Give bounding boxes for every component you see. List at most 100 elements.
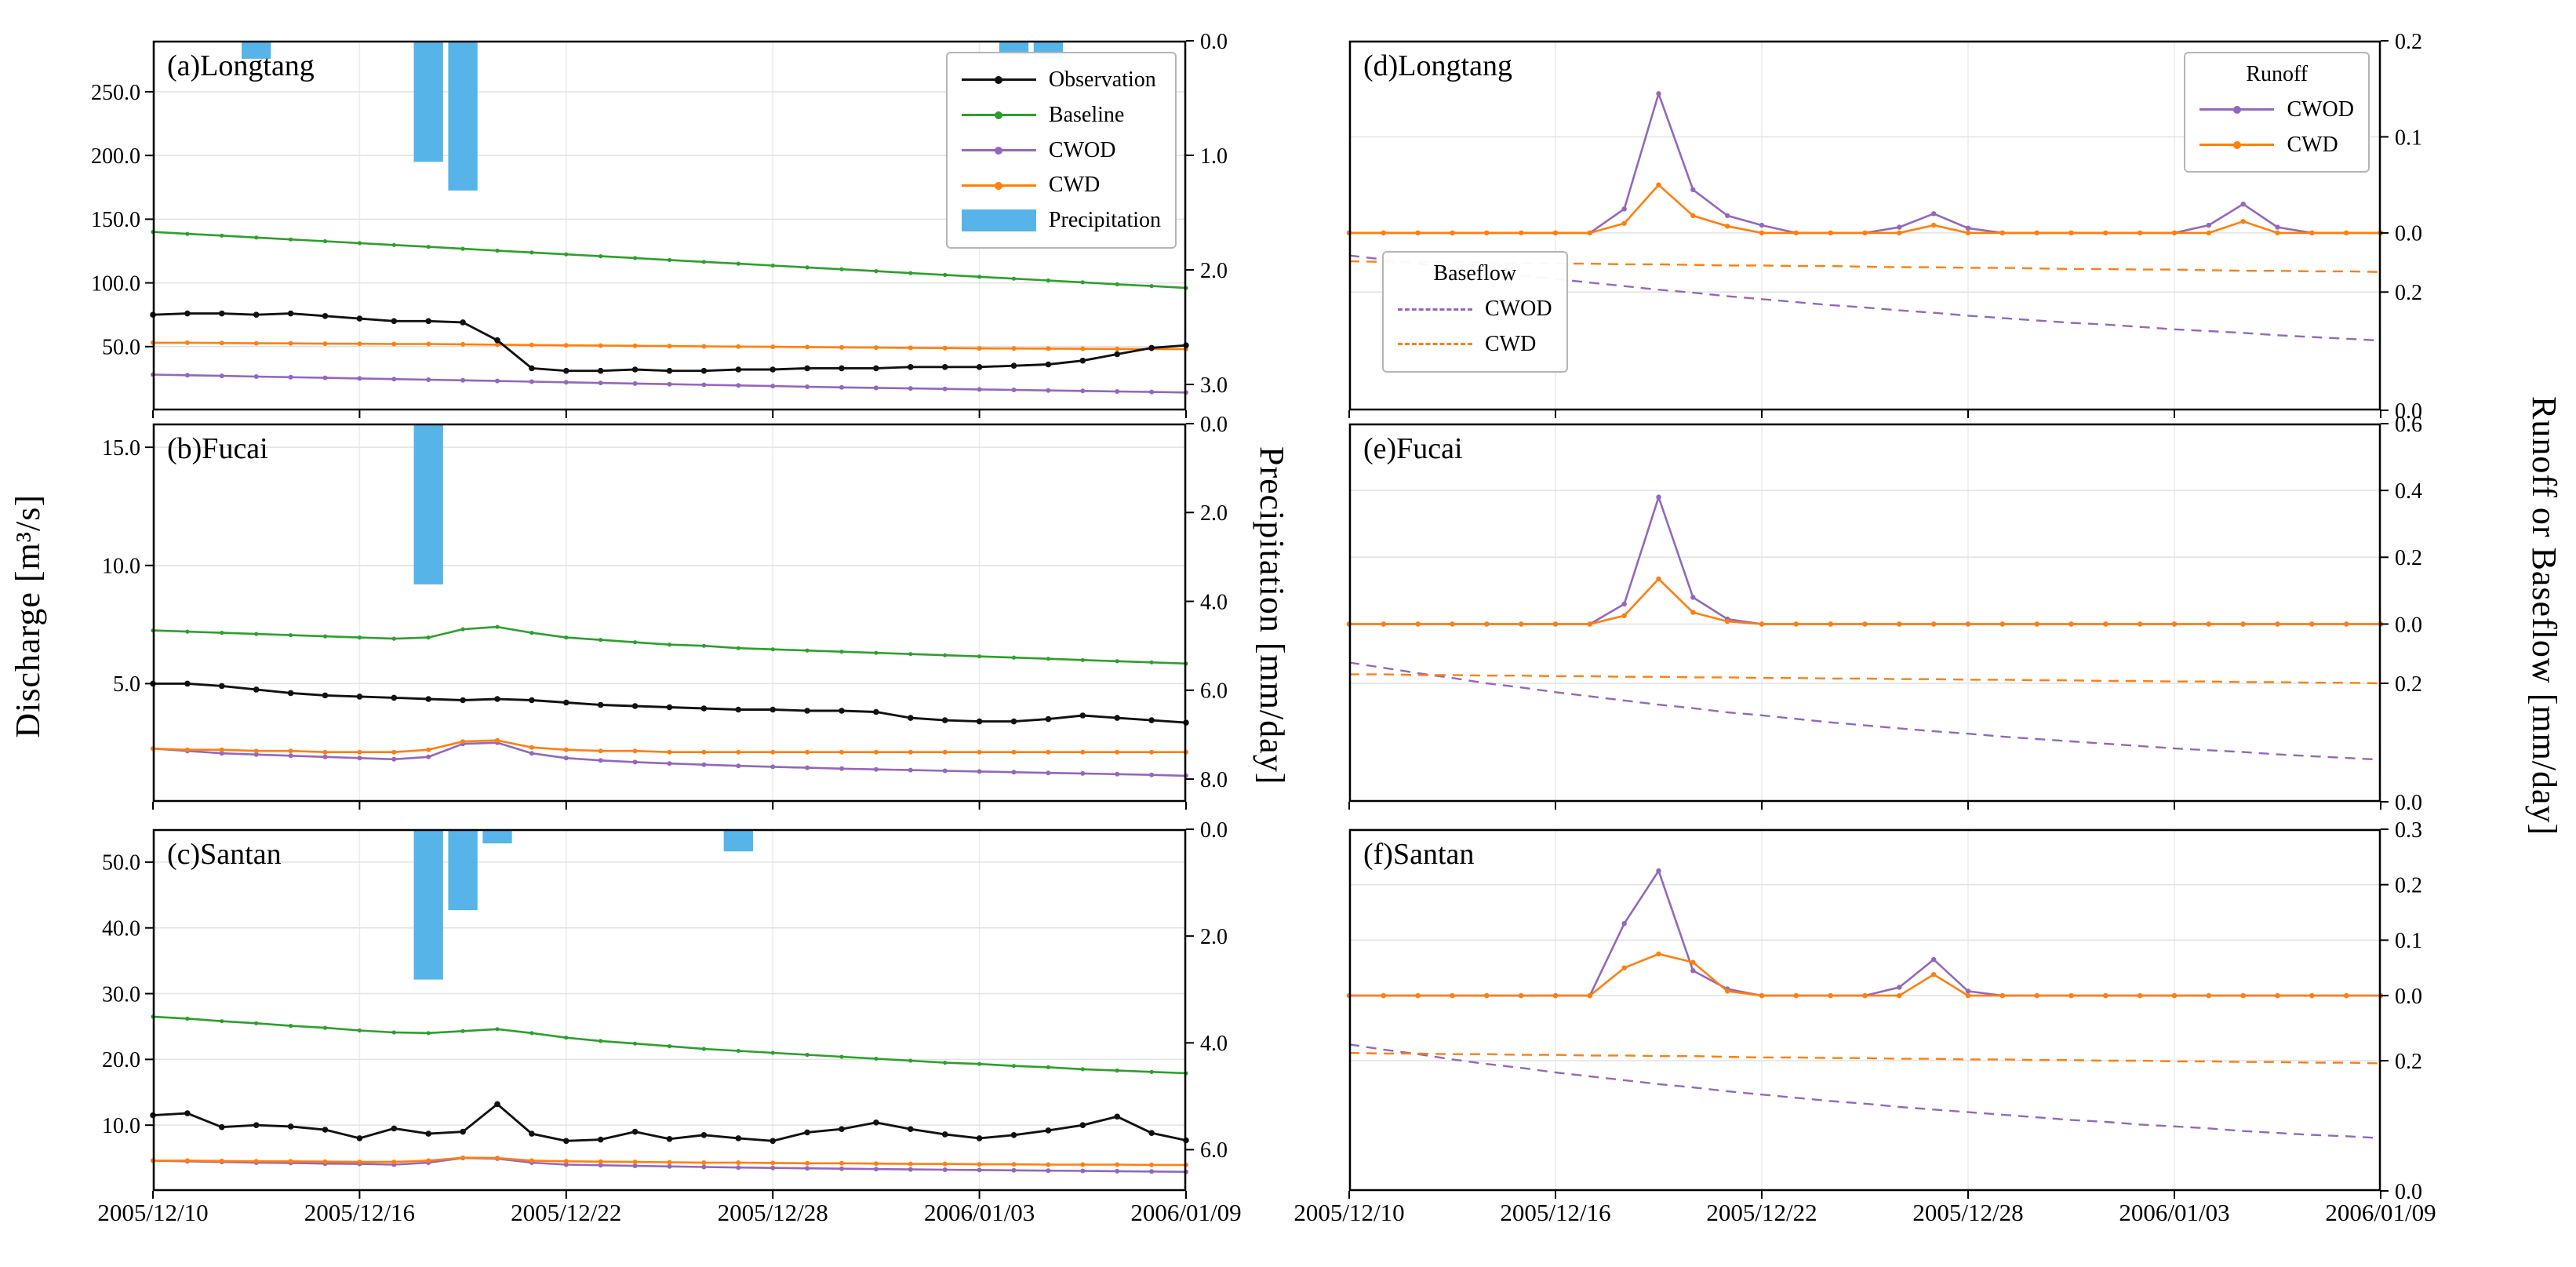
svg-text:0.0: 0.0 bbox=[2395, 985, 2422, 1009]
svg-text:0.2: 0.2 bbox=[2395, 30, 2422, 54]
svg-text:4.0: 4.0 bbox=[1200, 1032, 1228, 1056]
panel-title-e: (e)Fucai bbox=[1363, 432, 1463, 465]
x-tick-label: 2006/01/03 bbox=[2119, 1199, 2230, 1226]
svg-text:0.0: 0.0 bbox=[2395, 399, 2422, 424]
panel-discharge-longtang: (a)Longtang Observation Baseline CWOD CW… bbox=[91, 30, 1228, 418]
legend-runoff-title: Runoff bbox=[2246, 62, 2309, 86]
panel-runoff-fucai: (e)Fucai 0.6 0.4 0.2 0.0 0.2 0.0 bbox=[1346, 413, 2422, 815]
legend-label-baseflow-cwod: CWOD bbox=[1485, 297, 1552, 322]
svg-text:0.3: 0.3 bbox=[2395, 818, 2422, 843]
legend-label-baseline: Baseline bbox=[1048, 102, 1125, 127]
panel-runoff-longtang: (d)Longtang Runoff CWOD CWD Baseflow CWO… bbox=[1346, 30, 2422, 424]
legend-entry-observation: Observation bbox=[961, 65, 1161, 95]
x-tick-label: 2006/01/03 bbox=[923, 1199, 1035, 1226]
panel-discharge-santan: (c)Santan 50.0 40.0 30.0 20.0 10.0 0.0 2.0 4.0 6… bbox=[102, 818, 1228, 1199]
legend-entry-baseflow-cwd: CWD bbox=[1398, 329, 1552, 359]
chart-e: 0.6 0.4 0.2 0.0 0.2 0.0 bbox=[1346, 413, 2422, 815]
legend-label-cwod: CWOD bbox=[1048, 137, 1116, 162]
legend-entry-runoff-cwd: CWD bbox=[2199, 130, 2354, 160]
svg-text:0.2: 0.2 bbox=[2395, 281, 2422, 305]
legend-entry-baseflow-cwod: CWOD bbox=[1398, 294, 1552, 324]
svg-text:20.0: 20.0 bbox=[102, 1048, 140, 1072]
svg-text:6.0: 6.0 bbox=[1200, 1138, 1228, 1163]
svg-text:0.2: 0.2 bbox=[2395, 1050, 2422, 1074]
x-tick-label: 2006/01/09 bbox=[2325, 1199, 2436, 1226]
x-tick-label: 2005/12/16 bbox=[304, 1199, 416, 1226]
legend-entry-runoff-cwod: CWOD bbox=[2199, 95, 2354, 125]
svg-text:50.0: 50.0 bbox=[102, 336, 140, 360]
svg-text:0.2: 0.2 bbox=[2395, 873, 2422, 897]
svg-text:40.0: 40.0 bbox=[102, 917, 140, 941]
svg-text:2.0: 2.0 bbox=[1200, 259, 1228, 283]
svg-text:8.0: 8.0 bbox=[1200, 768, 1228, 792]
svg-text:2.0: 2.0 bbox=[1200, 925, 1228, 949]
legend-runoff: Runoff CWOD CWD bbox=[2184, 52, 2370, 173]
precipitation-axis-label-wrap: Precipitation [mm/day] bbox=[1252, 0, 1292, 1232]
legend-patch-precipitation bbox=[961, 209, 1036, 232]
legend-line-runoff-cwd bbox=[2199, 140, 2275, 149]
svg-text:0.0: 0.0 bbox=[2395, 222, 2422, 246]
legend-line-cwod bbox=[961, 146, 1036, 155]
panel-title-c: (c)Santan bbox=[167, 838, 282, 871]
svg-text:0.0: 0.0 bbox=[2395, 613, 2422, 637]
legend-line-cwd bbox=[961, 181, 1036, 190]
svg-text:10.0: 10.0 bbox=[102, 555, 140, 579]
legend-label-runoff-cwd: CWD bbox=[2287, 132, 2338, 157]
panel-discharge-fucai: (b)Fucai 15.0 10.0 5.0 0.0 2.0 4.0 6.0 8.0 bbox=[102, 413, 1228, 810]
runoff-baseflow-axis-label: Runoff or Baseflow [mm/day] bbox=[2525, 395, 2563, 836]
svg-text:15.0: 15.0 bbox=[102, 436, 140, 461]
chart-a: 250.0 200.0 150.0 100.0 50.0 0.0 1.0 2.0 3.0 bbox=[91, 30, 1228, 418]
svg-text:250.0: 250.0 bbox=[91, 81, 140, 105]
legend-entry-cwd: CWD bbox=[961, 170, 1161, 200]
precipitation-axis-label: Precipitation [mm/day] bbox=[1253, 446, 1291, 785]
svg-text:0.0: 0.0 bbox=[1200, 413, 1228, 437]
x-tick-label: 2005/12/22 bbox=[511, 1199, 622, 1226]
svg-text:0.4: 0.4 bbox=[2395, 479, 2422, 504]
panel-title-a: (a)Longtang bbox=[167, 49, 315, 82]
svg-text:10.0: 10.0 bbox=[102, 1114, 140, 1138]
x-axis-labels: 2005/12/10 2005/12/16 2005/12/22 2005/12/28… bbox=[0, 1199, 2576, 1246]
legend-entry-baseline: Baseline bbox=[961, 100, 1161, 130]
x-tick-label: 2005/12/28 bbox=[717, 1199, 828, 1226]
panel-title-f: (f)Santan bbox=[1363, 838, 1475, 871]
chart-f: 0.3 0.2 0.1 0.0 0.2 0.0 bbox=[1346, 818, 2422, 1204]
legend-line-observation bbox=[961, 76, 1036, 85]
svg-text:1.0: 1.0 bbox=[1200, 144, 1228, 169]
svg-text:100.0: 100.0 bbox=[91, 271, 140, 296]
legend-label-runoff-cwod: CWOD bbox=[2287, 96, 2354, 122]
svg-text:0.2: 0.2 bbox=[2395, 672, 2422, 697]
svg-text:5.0: 5.0 bbox=[113, 672, 140, 697]
legend-dashed-baseflow-cwd bbox=[1398, 343, 1472, 346]
svg-text:0.0: 0.0 bbox=[2395, 1180, 2422, 1204]
panel-title-b: (b)Fucai bbox=[167, 432, 268, 465]
svg-text:0.0: 0.0 bbox=[1200, 30, 1228, 54]
legend-label-observation: Observation bbox=[1048, 67, 1156, 92]
legend-baseflow-title: Baseflow bbox=[1433, 261, 1517, 286]
legend-line-runoff-cwod bbox=[2199, 106, 2275, 115]
svg-text:0.1: 0.1 bbox=[2395, 126, 2422, 150]
discharge-axis-label-wrap: Discharge [m³/s] bbox=[8, 0, 48, 1232]
x-tick-label: 2006/01/09 bbox=[1130, 1199, 1242, 1226]
svg-text:0.1: 0.1 bbox=[2395, 929, 2422, 953]
svg-text:30.0: 30.0 bbox=[102, 982, 140, 1007]
x-tick-label: 2005/12/16 bbox=[1500, 1199, 1611, 1226]
x-tick-label: 2005/12/10 bbox=[97, 1199, 209, 1226]
legend-label-precipitation: Precipitation bbox=[1048, 208, 1161, 233]
legend-baseflow: Baseflow CWOD CWD bbox=[1382, 251, 1568, 373]
x-tick-label: 2005/12/28 bbox=[1912, 1199, 2024, 1226]
legend-label-baseflow-cwd: CWD bbox=[1485, 332, 1537, 357]
legend-line-baseline bbox=[961, 111, 1036, 120]
svg-text:6.0: 6.0 bbox=[1200, 679, 1228, 704]
legend-entry-precipitation: Precipitation bbox=[961, 206, 1161, 235]
chart-d: 0.2 0.1 0.0 0.2 0.0 bbox=[1346, 30, 2422, 424]
svg-text:50.0: 50.0 bbox=[102, 851, 140, 876]
svg-text:0.0: 0.0 bbox=[2395, 791, 2422, 815]
legend-entry-cwod: CWOD bbox=[961, 136, 1161, 166]
svg-text:0.6: 0.6 bbox=[2395, 413, 2422, 437]
panel-runoff-santan: (f)Santan 0.3 0.2 0.1 0.0 0.2 0.0 bbox=[1346, 818, 2422, 1204]
svg-text:4.0: 4.0 bbox=[1200, 590, 1228, 614]
svg-text:2.0: 2.0 bbox=[1200, 501, 1228, 526]
x-tick-label: 2005/12/10 bbox=[1293, 1199, 1405, 1226]
x-tick-label: 2005/12/22 bbox=[1706, 1199, 1817, 1226]
